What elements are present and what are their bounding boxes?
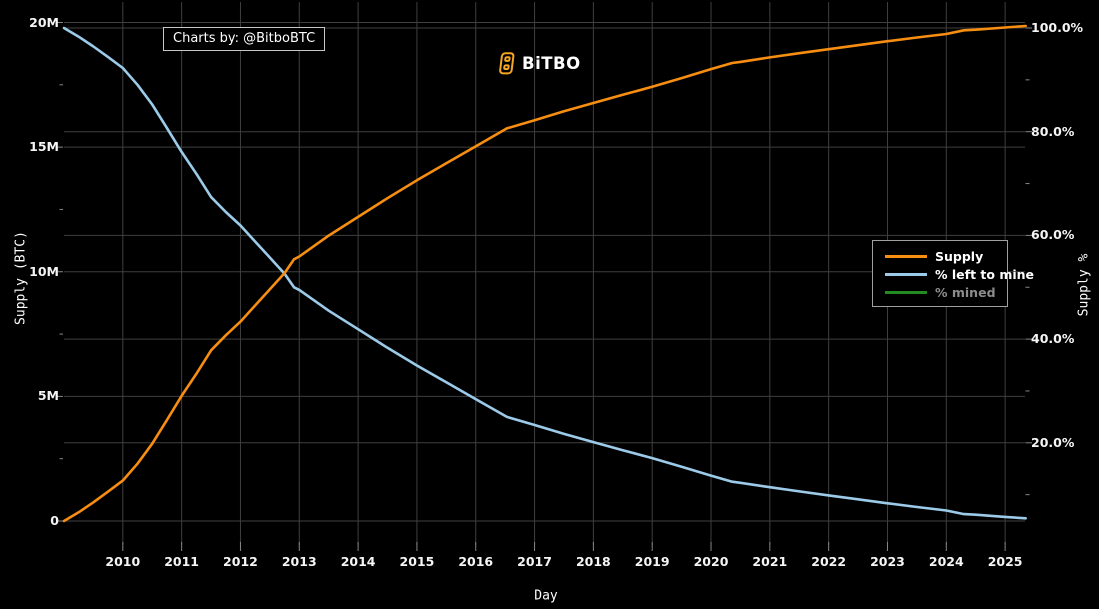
x-tick-label: 2010 xyxy=(105,554,141,569)
x-tick-label: 2019 xyxy=(634,554,670,569)
y-right-tick-label: 60.0% xyxy=(1031,227,1075,243)
x-tick-label: 2020 xyxy=(693,554,729,569)
legend-item-mined[interactable]: % mined xyxy=(873,283,1007,301)
y-right-tick-label: 40.0% xyxy=(1031,331,1075,347)
series-line--left-to-mine[interactable] xyxy=(62,26,1027,520)
y-left-tick-label: 5M xyxy=(37,388,59,404)
y-right-tick-label: 20.0% xyxy=(1031,434,1075,450)
bitbo-logo-text: BiTBO xyxy=(522,54,581,73)
legend-label: Supply xyxy=(935,248,984,264)
x-tick-label: 2022 xyxy=(811,554,847,569)
x-tick-label: 2024 xyxy=(928,554,964,569)
mined-line-swatch xyxy=(885,290,927,294)
x-tick-label: 2014 xyxy=(340,554,376,569)
x-tick-label: 2021 xyxy=(752,554,788,569)
x-tick-label: 2025 xyxy=(987,554,1023,569)
watermark-badge: Charts by: @BitboBTC xyxy=(163,27,326,51)
legend-item-supply[interactable]: Supply xyxy=(873,247,1007,265)
legend: Supply % left to mine % mined xyxy=(872,240,1034,307)
right-axis-title: Supply % xyxy=(1076,253,1092,317)
x-tick-label: 2015 xyxy=(399,554,435,569)
legend-label: % mined xyxy=(935,284,996,300)
x-tick-label: 2013 xyxy=(281,554,317,569)
bitbo-logo-icon xyxy=(499,52,515,75)
x-tick-label: 2018 xyxy=(575,554,611,569)
y-left-tick-label: 20M xyxy=(29,14,59,30)
left-to-mine-line-swatch xyxy=(885,272,927,276)
x-tick-label: 2023 xyxy=(870,554,905,569)
legend-item-left-to-mine[interactable]: % left to mine xyxy=(873,265,1034,283)
x-tick-label: 2016 xyxy=(458,554,494,569)
watermark-text: Charts by: @BitboBTC xyxy=(173,31,316,46)
bitbo-logo: BiTBO xyxy=(498,52,581,75)
series-line-supply[interactable] xyxy=(62,24,1027,523)
supply-line-swatch xyxy=(885,254,927,258)
x-axis-title: Day xyxy=(534,588,558,604)
y-left-tick-label: 15M xyxy=(29,139,59,155)
left-axis-title: Supply (BTC) xyxy=(13,231,29,325)
legend-label: % left to mine xyxy=(935,266,1035,282)
x-tick-label: 2017 xyxy=(517,554,552,569)
y-right-tick-label: 100.0% xyxy=(1031,20,1084,35)
x-tick-label: 2011 xyxy=(164,554,200,569)
y-left-tick-label: 0 xyxy=(50,513,59,528)
y-right-tick-label: 80.0% xyxy=(1031,123,1075,139)
x-tick-label: 2012 xyxy=(223,554,258,569)
y-left-tick-label: 10M xyxy=(29,263,59,279)
